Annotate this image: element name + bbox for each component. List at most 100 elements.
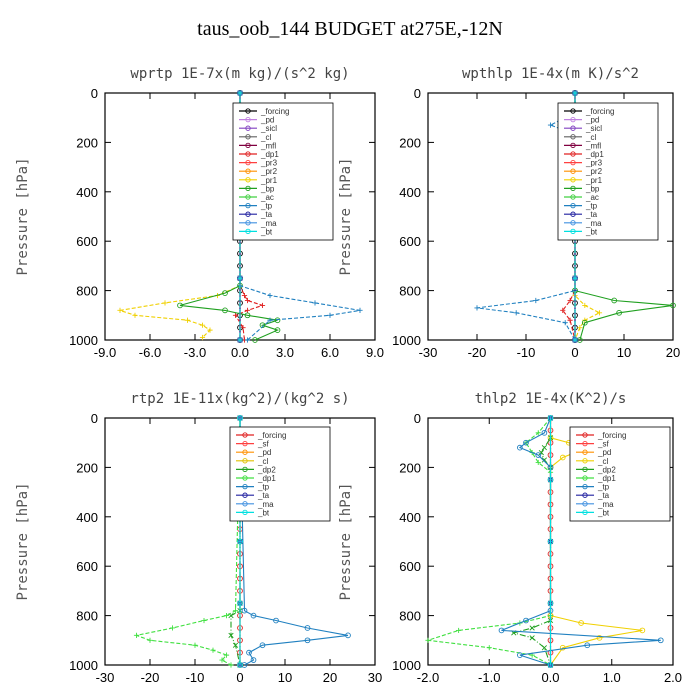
data-point	[219, 657, 225, 663]
series-tp	[237, 415, 351, 668]
legend-label: _pr3	[585, 159, 603, 168]
legend-label: _bt	[585, 227, 598, 236]
data-point	[210, 647, 216, 653]
data-point	[578, 620, 584, 626]
legend-marker	[570, 194, 576, 200]
x-tick-label: -10	[186, 670, 205, 685]
data-point	[541, 645, 547, 651]
legend-label: _dp2	[597, 465, 616, 474]
data-point	[237, 415, 243, 421]
legend-label: _dp1	[585, 150, 604, 159]
legend-label: _ta	[257, 491, 270, 500]
y-tick-label: 800	[399, 609, 421, 624]
data-point	[259, 322, 266, 329]
data-point	[237, 600, 243, 607]
y-tick-label: 400	[76, 510, 98, 525]
data-point	[547, 600, 554, 607]
legend-label: _pr2	[585, 167, 603, 176]
legend-label: _ma	[260, 219, 277, 228]
legend-label: _ma	[585, 219, 602, 228]
data-point	[357, 307, 363, 313]
data-point	[228, 662, 234, 668]
legend-label: _sf	[257, 440, 269, 449]
legend-marker	[242, 440, 248, 447]
legend-marker	[245, 159, 251, 166]
data-point	[596, 310, 603, 316]
y-tick-label: 200	[399, 460, 421, 475]
legend-marker	[242, 501, 248, 507]
legend-marker	[245, 202, 251, 209]
data-point	[562, 320, 568, 326]
x-tick-label: 3.0	[276, 345, 294, 360]
legend-label: _forcing	[260, 107, 289, 116]
legend-label: _bp	[585, 184, 600, 193]
panel-4: thlp2 1E-4x(K^2)/s Pressure [hPa] -2.0 -1.0…	[338, 391, 682, 685]
data-point	[529, 625, 535, 631]
data-point	[117, 307, 123, 313]
data-point	[232, 642, 239, 648]
legend-label: _tp	[585, 202, 598, 211]
legend-marker	[242, 466, 248, 473]
legend-label: _bt	[260, 227, 273, 236]
data-point	[250, 612, 257, 619]
x-tick-label: 20	[323, 670, 337, 685]
data-point	[547, 662, 554, 668]
y-axis-label: Pressure [hPa]	[338, 482, 354, 600]
data-point	[523, 617, 529, 624]
legend-marker	[245, 142, 251, 149]
panel-title: wpthlp 1E-4x(m K)/s^2	[462, 66, 639, 82]
data-point	[232, 608, 239, 614]
x-tick-label: -30	[96, 670, 115, 685]
y-tick-label: 200	[76, 460, 98, 475]
legend-marker	[582, 432, 588, 438]
legend-label: _ta	[260, 210, 273, 219]
legend-marker	[242, 449, 248, 455]
data-point	[572, 90, 578, 96]
x-tick-label: -1.0	[478, 670, 500, 685]
data-point	[237, 337, 243, 343]
y-tick-label: 1000	[392, 658, 421, 673]
data-point	[486, 645, 492, 651]
y-tick-label: 1000	[69, 333, 98, 348]
data-point	[184, 317, 191, 323]
legend-marker	[570, 228, 576, 235]
y-tick-label: 0	[91, 86, 98, 101]
data-point	[577, 325, 583, 331]
series-line	[179, 93, 280, 341]
data-point	[241, 292, 248, 299]
data-point	[616, 309, 622, 316]
legend-label: _dp1	[260, 150, 279, 159]
data-point	[304, 625, 311, 631]
legend-label: _ma	[257, 500, 274, 509]
data-point	[259, 642, 266, 649]
data-point	[584, 642, 591, 649]
legend-label: _pd	[257, 448, 271, 457]
y-tick-label: 400	[399, 510, 421, 525]
legend-marker	[242, 432, 248, 438]
x-tick-label: -20	[468, 345, 487, 360]
x-tick-label: 0.0	[541, 670, 559, 685]
data-point	[162, 300, 168, 306]
legend-marker	[582, 475, 588, 481]
x-tick-label: 20	[666, 345, 680, 360]
series-line	[239, 417, 349, 666]
data-point	[559, 644, 566, 651]
x-tick-label: -6.0	[139, 345, 161, 360]
panel-3: rtp2 1E-11x(kg^2)/(kg^2 s) Pressure [hPa]…	[15, 391, 382, 685]
data-point	[237, 90, 243, 96]
y-tick-label: 0	[414, 86, 421, 101]
panel-title: thlp2 1E-4x(K^2)/s	[475, 391, 627, 407]
legend-marker	[245, 177, 251, 183]
x-tick-label: -20	[141, 670, 160, 685]
data-point	[274, 327, 281, 333]
data-point	[223, 652, 230, 658]
y-tick-label: 600	[399, 234, 421, 249]
legend-label: _dp1	[257, 474, 276, 483]
data-point	[533, 297, 539, 304]
data-point	[559, 454, 566, 461]
y-tick-label: 800	[76, 609, 98, 624]
data-point	[639, 627, 646, 634]
legend-marker	[245, 228, 251, 235]
legend-label: _pr1	[585, 176, 603, 185]
